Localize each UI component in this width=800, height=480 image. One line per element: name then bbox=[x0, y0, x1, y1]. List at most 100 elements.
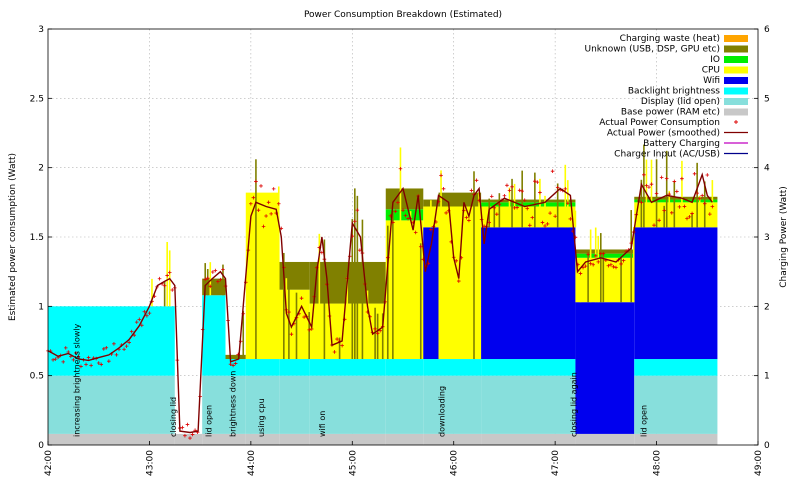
actual-power-point bbox=[79, 364, 83, 369]
actual-power-point bbox=[335, 337, 339, 341]
spike-bar bbox=[597, 235, 600, 303]
spike-bar bbox=[579, 263, 582, 303]
segment-cpu bbox=[385, 220, 424, 360]
stacked-areas bbox=[48, 188, 718, 445]
actual-power-point bbox=[492, 206, 497, 210]
x-tick-label: 45:00 bbox=[348, 450, 358, 476]
actual-power-point bbox=[261, 224, 266, 229]
actual-power-point bbox=[467, 218, 471, 223]
actual-power-point bbox=[530, 215, 535, 220]
actual-power-point bbox=[63, 346, 68, 350]
actual-power-point bbox=[669, 211, 674, 215]
actual-power-point bbox=[527, 223, 532, 228]
segment-io bbox=[481, 202, 576, 207]
segment-wifi bbox=[634, 227, 718, 360]
legend-swatch bbox=[724, 98, 748, 105]
legend-label: Battery Charging bbox=[643, 139, 720, 149]
spike-bar bbox=[544, 195, 546, 228]
actual-power-point bbox=[271, 187, 276, 191]
segment-unknown bbox=[634, 196, 718, 200]
actual-power-point bbox=[700, 193, 705, 198]
actual-power-point bbox=[606, 263, 611, 268]
segment-base bbox=[438, 433, 482, 445]
actual-power-point bbox=[586, 252, 590, 257]
actual-power-point bbox=[690, 211, 694, 216]
actual-power-point bbox=[276, 201, 281, 206]
spike-bar bbox=[493, 205, 496, 228]
legend: Charging waste (heat)Unknown (USB, DSP, … bbox=[584, 34, 748, 160]
segment-display bbox=[385, 375, 424, 434]
actual-power-point bbox=[401, 208, 405, 212]
actual-power-point bbox=[373, 327, 377, 331]
actual-power-point bbox=[61, 360, 66, 364]
spike-bar bbox=[381, 313, 384, 360]
segment-unknown bbox=[225, 354, 246, 360]
annotation-label: increasing brightness slowly bbox=[72, 323, 81, 437]
spike-bar bbox=[513, 183, 516, 228]
actual-power-point bbox=[74, 351, 78, 355]
actual-power-point bbox=[609, 262, 613, 267]
spike-bar bbox=[300, 292, 303, 360]
y-tick-label: 1 bbox=[38, 302, 44, 312]
x-axis-ticks: 42:00 43:00 44:00 45:00 46:00 47:00 48:00 49:00 bbox=[44, 441, 764, 476]
actual-power-point bbox=[644, 183, 649, 188]
spike-bar bbox=[151, 278, 153, 307]
actual-power-point bbox=[211, 270, 215, 274]
spike-bar bbox=[564, 164, 567, 228]
actual-power-point bbox=[672, 179, 677, 184]
y-tick-label: 0.5 bbox=[30, 372, 44, 382]
actual-power-point bbox=[639, 200, 644, 205]
spike-bar bbox=[632, 227, 635, 303]
actual-power-point bbox=[287, 310, 291, 314]
actual-power-point bbox=[205, 276, 210, 280]
actual-power-point bbox=[299, 296, 304, 300]
legend-label: Unknown (USB, DSP, GPU etc) bbox=[584, 45, 720, 55]
annotations: increasing brightness slowly closing lid l… bbox=[72, 323, 648, 437]
spike-bar bbox=[691, 213, 693, 228]
actual-power-point bbox=[502, 193, 507, 198]
actual-power-point bbox=[129, 329, 134, 334]
actual-power-point bbox=[469, 188, 474, 193]
actual-power-point bbox=[84, 362, 88, 367]
legend-label: CPU bbox=[702, 66, 720, 76]
spike-bar bbox=[351, 219, 354, 360]
smoothed-power-line bbox=[47, 172, 713, 434]
spike-bar bbox=[430, 200, 432, 228]
spike-bar bbox=[374, 307, 376, 360]
segment-unknown bbox=[575, 249, 635, 254]
actual-power-point bbox=[566, 201, 570, 205]
y2-tick-label: 5 bbox=[764, 94, 770, 104]
spike-bar bbox=[534, 172, 536, 228]
y2-axis-label: Charging Power (Watt) bbox=[779, 186, 789, 288]
actual-power-point bbox=[517, 188, 522, 193]
annotation-label: using cpu bbox=[257, 398, 266, 437]
y2-tick-label: 6 bbox=[764, 25, 770, 35]
actual-power-point bbox=[180, 425, 185, 430]
legend-swatch bbox=[724, 45, 748, 53]
x-tick-label: 43:00 bbox=[145, 450, 155, 476]
spike-bar bbox=[209, 262, 212, 296]
spike-bar bbox=[409, 211, 412, 360]
spike-bar bbox=[521, 170, 523, 228]
spike-bar bbox=[511, 178, 513, 228]
actual-power-point bbox=[112, 342, 116, 346]
annotation-label: lid open bbox=[204, 405, 213, 437]
segment-display bbox=[279, 375, 310, 434]
actual-power-point bbox=[553, 214, 557, 219]
actual-power-point bbox=[568, 217, 573, 221]
segment-display bbox=[202, 375, 226, 434]
actual-power-point bbox=[142, 309, 147, 314]
actual-power-point bbox=[96, 361, 101, 365]
segment-base bbox=[309, 433, 386, 445]
actual-power-point bbox=[657, 218, 661, 223]
y2-axis-ticks: 0 1 2 3 4 5 6 bbox=[754, 25, 770, 451]
actual-power-point bbox=[545, 222, 550, 226]
actual-power-point bbox=[213, 268, 218, 273]
actual-power-point bbox=[122, 347, 126, 352]
spike-bar bbox=[255, 159, 257, 360]
spike-bar bbox=[419, 243, 422, 360]
spike-bar bbox=[346, 277, 349, 360]
segment-backlight bbox=[309, 359, 386, 376]
spike-bar bbox=[323, 239, 326, 360]
actual-power-point bbox=[677, 205, 682, 209]
